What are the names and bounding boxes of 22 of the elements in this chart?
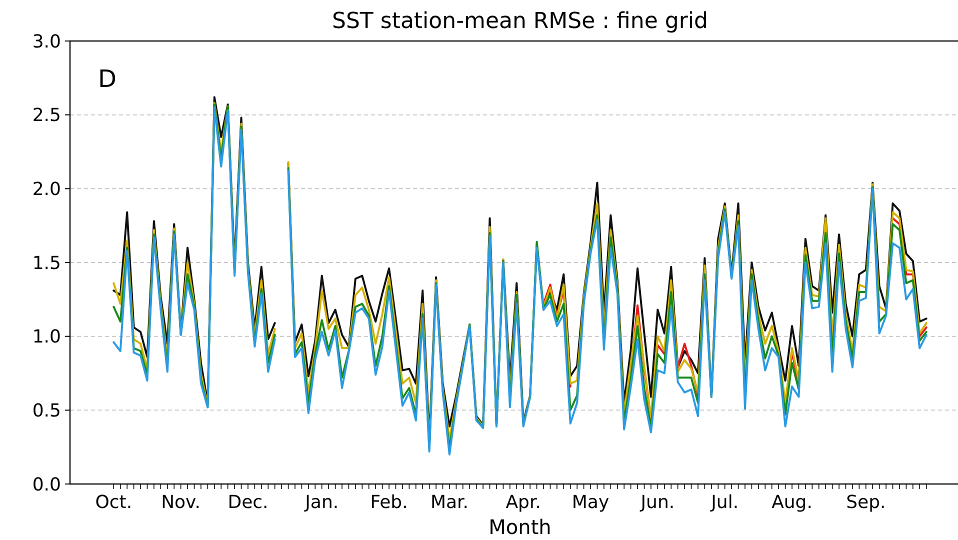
chart-title: SST station-mean RMSe : fine grid	[332, 9, 708, 34]
y-tick-label: 0.5	[32, 400, 61, 422]
y-tick-label: 0.0	[32, 474, 61, 496]
y-tick-label: 1.0	[32, 326, 61, 348]
x-tick-label: Sep.	[846, 492, 886, 513]
x-tick-label: Mar.	[430, 492, 468, 513]
annotation: D	[98, 65, 116, 93]
x-tick-label: Feb.	[370, 492, 408, 513]
x-tick-label: Nov.	[161, 492, 201, 513]
x-tick-label: Jul.	[710, 492, 739, 513]
y-tick-label: 3.0	[32, 31, 61, 52]
y-tick-label: 2.5	[32, 105, 61, 126]
x-tick-label: Jan.	[304, 492, 339, 513]
x-tick-label: May	[572, 492, 610, 513]
y-tick-label: 1.5	[32, 252, 61, 274]
y-tick-label: 2.0	[32, 178, 61, 200]
x-axis-title: Month	[488, 515, 552, 539]
x-tick-label: Oct.	[95, 492, 132, 513]
x-tick-label: Jun.	[640, 492, 675, 513]
x-tick-label: Aug.	[772, 492, 812, 513]
x-tick-label: Dec.	[228, 492, 268, 513]
x-tick-label: Apr.	[506, 492, 541, 513]
